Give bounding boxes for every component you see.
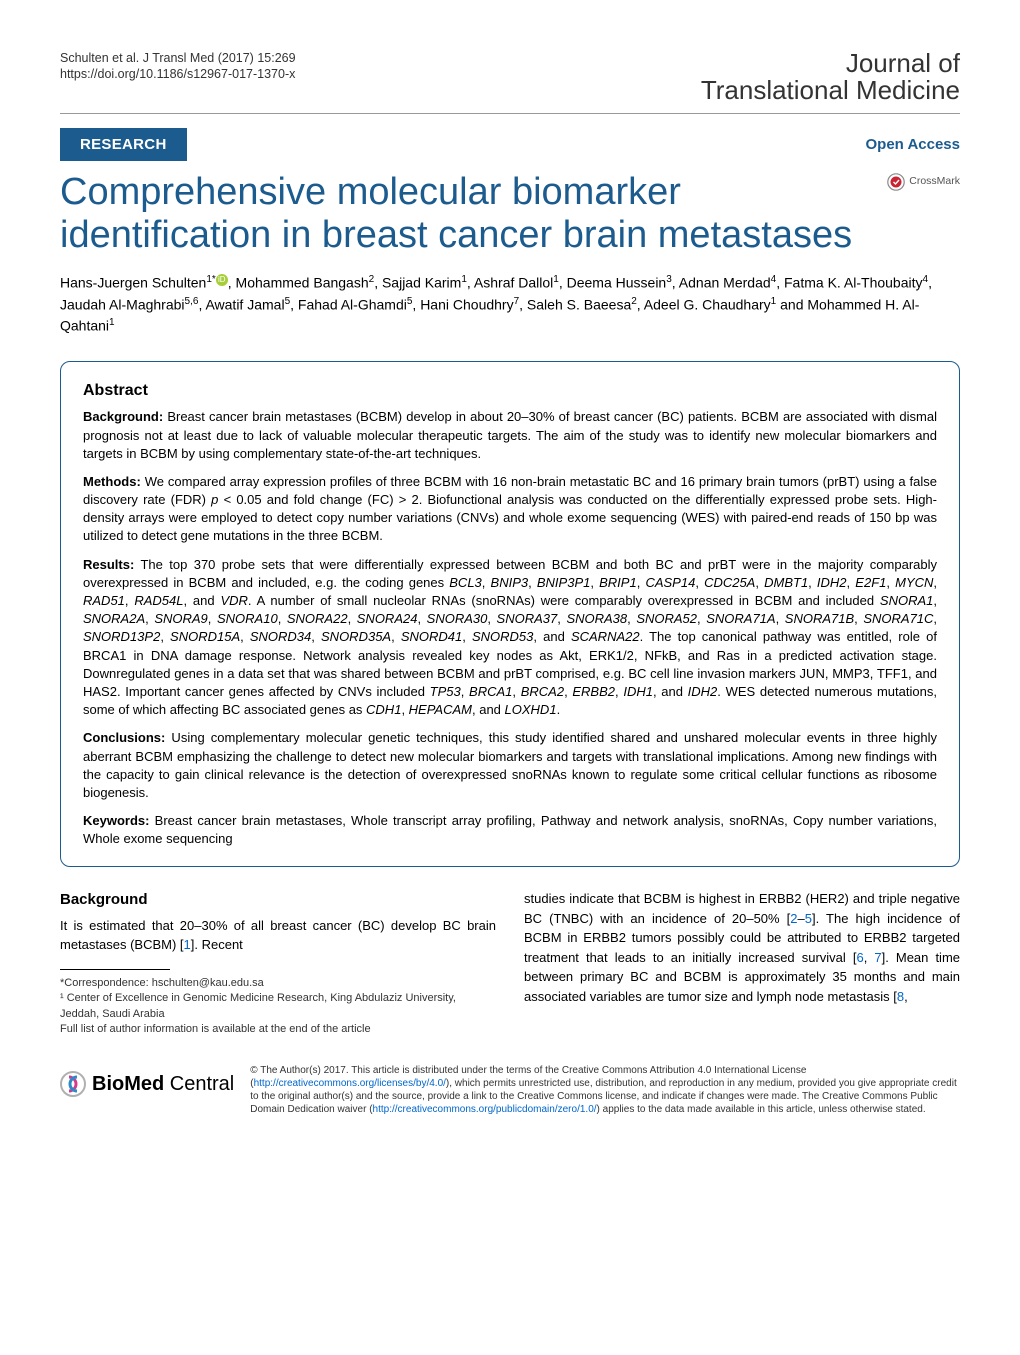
abstract-results: Results: The top 370 probe sets that wer…	[83, 556, 937, 720]
license-text: © The Author(s) 2017. This article is di…	[250, 1064, 960, 1116]
article-title: Comprehensive molecular biomarker identi…	[60, 171, 879, 258]
full-list-note: Full list of author information is avail…	[60, 1022, 496, 1037]
ref-1[interactable]: 1	[184, 937, 191, 952]
col1-para: It is estimated that 20–30% of all breas…	[60, 916, 496, 955]
keywords-label: Keywords:	[83, 813, 149, 828]
journal-title: Journal of Translational Medicine	[701, 50, 960, 105]
background-text: Breast cancer brain metastases (BCBM) de…	[83, 409, 937, 460]
cc0-waiver-link[interactable]: http://creativecommons.org/publicdomain/…	[373, 1104, 597, 1115]
journal-line1: Journal of	[701, 50, 960, 77]
journal-line2: Translational Medicine	[701, 77, 960, 104]
column-left: Background It is estimated that 20–30% o…	[60, 889, 496, 1037]
methods-label: Methods:	[83, 474, 141, 489]
abstract-box: Abstract Background: Breast cancer brain…	[60, 361, 960, 868]
biomed-central-logo: BioMed Central	[60, 1064, 234, 1098]
ref-5[interactable]: 5	[805, 911, 812, 926]
page: Schulten et al. J Transl Med (2017) 15:2…	[0, 0, 1020, 1156]
abstract-conclusions: Conclusions: Using complementary molecul…	[83, 729, 937, 802]
column-right: studies indicate that BCBM is highest in…	[524, 889, 960, 1037]
crossmark-label: CrossMark	[909, 174, 960, 189]
ref-2[interactable]: 2	[790, 911, 797, 926]
methods-text: We compared array expression profiles of…	[83, 474, 937, 544]
logo-biomed: BioMed	[92, 1073, 164, 1095]
footer: BioMed Central © The Author(s) 2017. Thi…	[60, 1058, 960, 1116]
results-text: The top 370 probe sets that were differe…	[83, 557, 937, 718]
bmc-icon	[60, 1071, 86, 1097]
logo-central: Central	[164, 1073, 234, 1095]
orcid-icon[interactable]: iD	[216, 274, 228, 286]
background-label: Background:	[83, 409, 163, 424]
footnote-rule	[60, 969, 170, 970]
research-badge: RESEARCH	[60, 128, 187, 161]
abstract-background: Background: Breast cancer brain metastas…	[83, 408, 937, 463]
open-access-badge: Open Access	[866, 134, 961, 155]
citation-block: Schulten et al. J Transl Med (2017) 15:2…	[60, 50, 296, 83]
ref-8[interactable]: 8	[897, 989, 904, 1004]
background-heading: Background	[60, 889, 496, 912]
abstract-methods: Methods: We compared array expression pr…	[83, 473, 937, 546]
ref-7[interactable]: 7	[874, 950, 881, 965]
abstract-keywords: Keywords: Breast cancer brain metastases…	[83, 812, 937, 848]
conclusions-text: Using complementary molecular genetic te…	[83, 730, 937, 800]
ref-6[interactable]: 6	[856, 950, 863, 965]
results-label: Results:	[83, 557, 134, 572]
title-row: Comprehensive molecular biomarker identi…	[60, 167, 960, 272]
cc-license-link[interactable]: http://creativecommons.org/licenses/by/4…	[254, 1078, 446, 1089]
conclusions-label: Conclusions:	[83, 730, 165, 745]
keywords-text: Breast cancer brain metastases, Whole tr…	[83, 813, 937, 846]
badge-row: RESEARCH Open Access	[60, 128, 960, 161]
body-columns: Background It is estimated that 20–30% o…	[60, 889, 960, 1037]
crossmark-icon	[887, 173, 905, 191]
authors: Hans-Juergen Schulten1*iD, Mohammed Bang…	[60, 272, 960, 337]
doi: https://doi.org/10.1186/s12967-017-1370-…	[60, 66, 296, 82]
abstract-heading: Abstract	[83, 380, 937, 402]
affiliation-1: ¹ Center of Excellence in Genomic Medici…	[60, 991, 496, 1022]
crossmark-badge[interactable]: CrossMark	[879, 173, 960, 191]
top-header: Schulten et al. J Transl Med (2017) 15:2…	[60, 50, 960, 114]
footnotes: *Correspondence: hschulten@kau.edu.sa ¹ …	[60, 976, 496, 1038]
col2-para: studies indicate that BCBM is highest in…	[524, 889, 960, 1006]
correspondence: *Correspondence: hschulten@kau.edu.sa	[60, 976, 496, 991]
citation: Schulten et al. J Transl Med (2017) 15:2…	[60, 50, 296, 66]
